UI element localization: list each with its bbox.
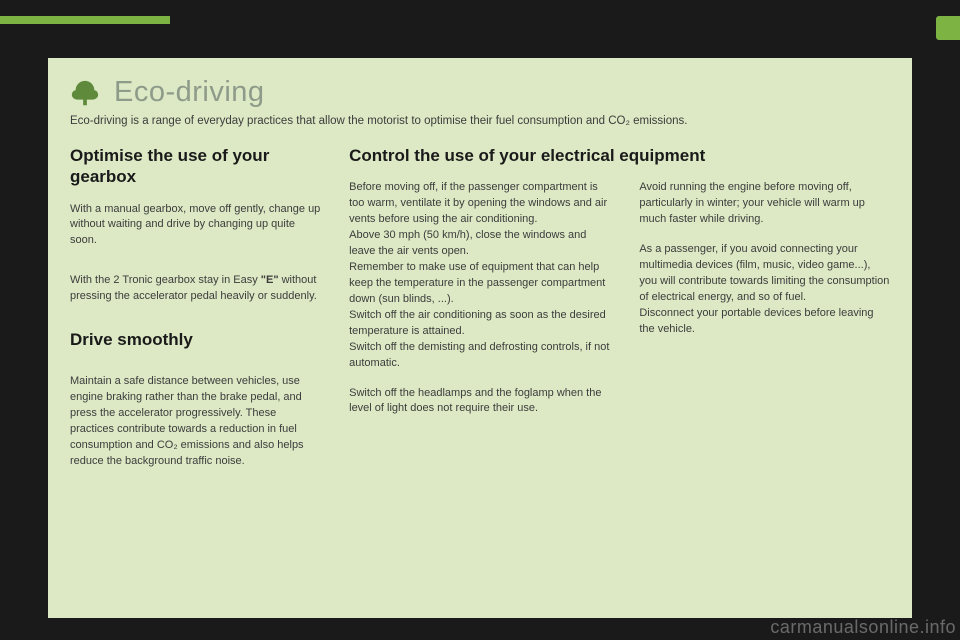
side-tab [936,16,960,40]
elec-p3: Remember to make use of equipment that c… [349,260,611,308]
heading-drive-smoothly: Drive smoothly [70,329,321,350]
column-middle: Before moving off, if the passenger comp… [349,180,611,431]
gearbox-p2-pre: With the 2 Tronic gearbox stay in Easy [70,274,261,286]
gearbox-p2-bold: "E" [261,274,279,286]
page-title: Eco-driving [114,76,265,109]
watermark: carmanualsonline.info [770,617,956,638]
heading-electrical: Control the use of your electrical equip… [349,145,890,166]
intro-text: Eco-driving is a range of everyday pract… [70,115,890,127]
elec-p1: Before moving off, if the passenger comp… [349,180,611,228]
right-subcolumns: Before moving off, if the passenger comp… [349,180,890,431]
top-accent-bar [0,16,170,24]
spacer [70,319,321,329]
drive-p1: Maintain a safe distance between vehicle… [70,374,321,470]
elec-r-p2: As a passenger, if you avoid connecting … [639,242,890,306]
column-right-group: Control the use of your electrical equip… [349,145,890,484]
column-left: Optimise the use of your gearbox With a … [70,145,321,484]
elec-p4: Switch off the air conditioning as soon … [349,308,611,340]
spacer [70,263,321,273]
title-row: Eco-driving [70,76,890,109]
tree-icon [70,78,100,108]
gearbox-p2: With the 2 Tronic gearbox stay in Easy "… [70,273,321,305]
columns: Optimise the use of your gearbox With a … [70,145,890,484]
elec-p6: Switch off the headlamps and the foglamp… [349,386,611,418]
gearbox-p1: With a manual gearbox, move off gently, … [70,202,321,250]
elec-r-p1: Avoid running the engine before moving o… [639,180,890,228]
elec-p2: Above 30 mph (50 km/h), close the window… [349,228,611,260]
elec-r-p3: Disconnect your portable devices before … [639,306,890,338]
page-panel: Eco-driving Eco-driving is a range of ev… [48,58,912,618]
spacer [70,364,321,374]
elec-p5: Switch off the demisting and defrosting … [349,340,611,372]
column-right: Avoid running the engine before moving o… [639,180,890,431]
heading-optimise-gearbox: Optimise the use of your gearbox [70,145,321,188]
